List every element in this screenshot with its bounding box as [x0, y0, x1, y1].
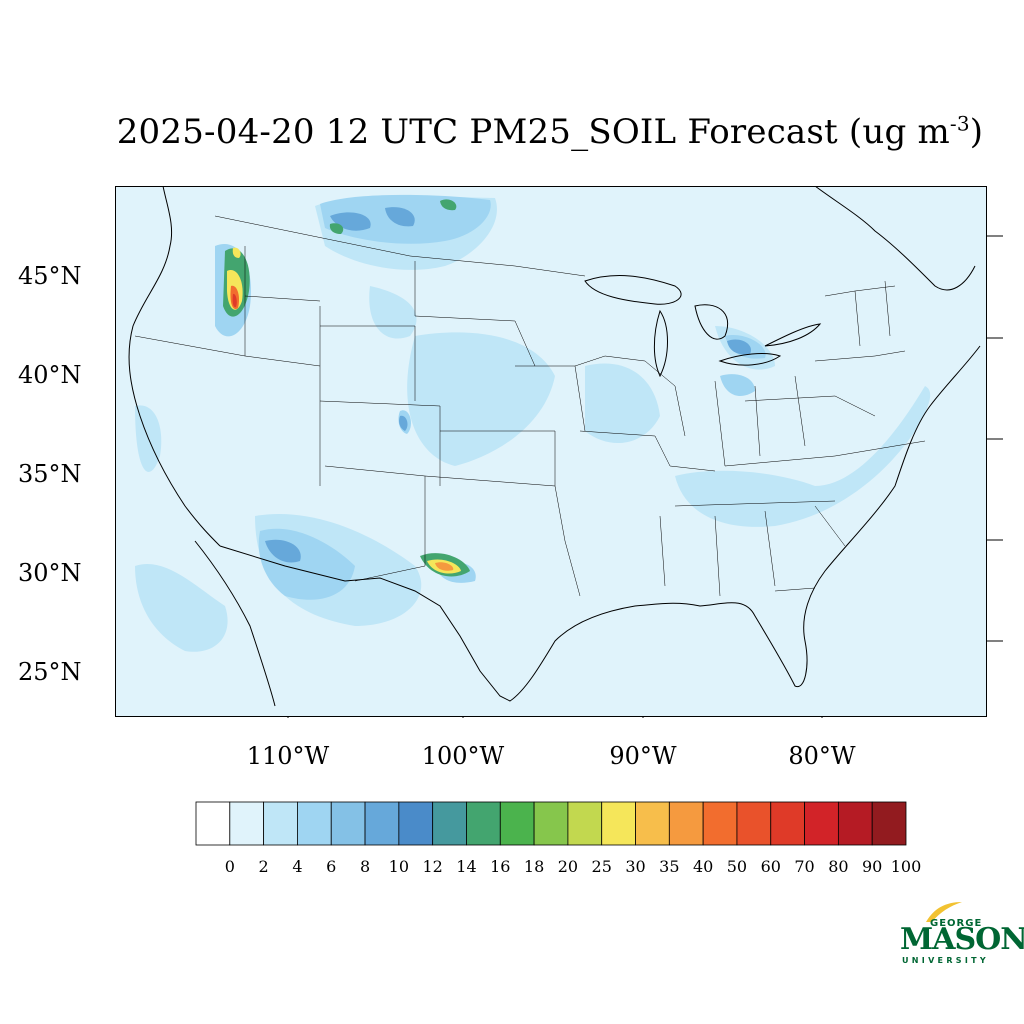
title-exponent: -3 [949, 111, 970, 136]
colorbar-tick-label: 80 [828, 857, 849, 876]
colorbar-tick-label: 12 [422, 857, 443, 876]
colorbar-tick-label: 8 [359, 857, 371, 876]
colorbar-box [195, 801, 231, 846]
colorbar-tick-label: 25 [591, 857, 612, 876]
colorbar-box [635, 801, 670, 846]
title-end: ) [969, 112, 984, 152]
great-lakes [584, 275, 822, 378]
colorbar-box [466, 801, 501, 846]
colorbar-box [567, 801, 603, 846]
colorbar-box [601, 801, 636, 846]
colorbar-tick-label: 40 [692, 857, 714, 876]
colorbar-box [398, 801, 434, 846]
lon-label-90w: 90°W [609, 742, 677, 770]
field-hot-spots [227, 247, 461, 574]
colorbar [195, 801, 907, 846]
colorbar-tick-label: 10 [388, 857, 410, 876]
state-boundaries [134, 215, 926, 597]
colorbar-box [702, 801, 738, 846]
lat-label-35: 35°N [18, 460, 82, 488]
colorbar-box [533, 801, 569, 846]
colorbar-box [668, 801, 704, 846]
colorbar-tick-label: 70 [794, 857, 815, 876]
colorbar-tick-label: 0 [224, 857, 235, 876]
colorbar-tick-label: 6 [326, 857, 337, 876]
lat-label-30: 30°N [18, 559, 82, 587]
forecast-map [115, 186, 987, 718]
colorbar-box [432, 801, 467, 846]
lon-label-80w: 80°W [788, 742, 856, 770]
colorbar-box [837, 801, 873, 846]
logo-swoosh [926, 902, 962, 922]
field-dark-blue [265, 207, 751, 563]
colorbar-tick-label: 20 [557, 857, 579, 876]
colorbar-tick-label: 18 [523, 857, 545, 876]
colorbar-tick-label: 16 [490, 857, 511, 876]
colorbar-box [804, 801, 839, 846]
colorbar-box [871, 801, 907, 846]
colorbar-tick-label: 30 [625, 857, 646, 876]
colorbar-tick-label: 2 [258, 857, 269, 876]
map-frame [115, 186, 987, 717]
map-background [115, 186, 987, 717]
lat-label-45: 45°N [18, 262, 82, 290]
lat-label-25: 25°N [18, 658, 82, 686]
title-text: 2025-04-20 12 UTC PM25_SOIL Forecast (ug… [116, 112, 950, 152]
colorbar-tick-label: 90 [862, 857, 883, 876]
lon-label-100w: 100°W [421, 742, 505, 770]
colorbar-tick-label: 60 [760, 857, 781, 876]
colorbar-box [364, 801, 400, 846]
colorbar-tick-label: 100 [890, 857, 922, 876]
lat-label-40: 40°N [18, 361, 82, 389]
colorbar-box [499, 801, 535, 846]
colorbar-box [263, 801, 298, 846]
logo-line3: UNIVERSITY [902, 956, 989, 965]
colorbar-tick-label: 4 [292, 857, 303, 876]
colorbar-box [736, 801, 772, 846]
colorbar-box [330, 801, 366, 846]
colorbar-box [229, 801, 265, 846]
lon-label-110w: 110°W [246, 742, 330, 770]
logo-line2: MASON [900, 922, 1024, 957]
gmu-logo: GEORGE MASON UNIVERSITY [896, 900, 1024, 970]
colorbar-tick-label: 50 [726, 857, 748, 876]
colorbar-tick-label: 35 [659, 857, 680, 876]
colorbar-tick-label: 14 [456, 857, 477, 876]
right-ticks [987, 235, 1003, 642]
coastlines [128, 186, 981, 707]
colorbar-box [297, 801, 332, 846]
logo-line1: GEORGE [930, 918, 983, 929]
colorbar-box [770, 801, 805, 846]
map-title: 2025-04-20 12 UTC PM25_SOIL Forecast (ug… [0, 112, 1024, 152]
